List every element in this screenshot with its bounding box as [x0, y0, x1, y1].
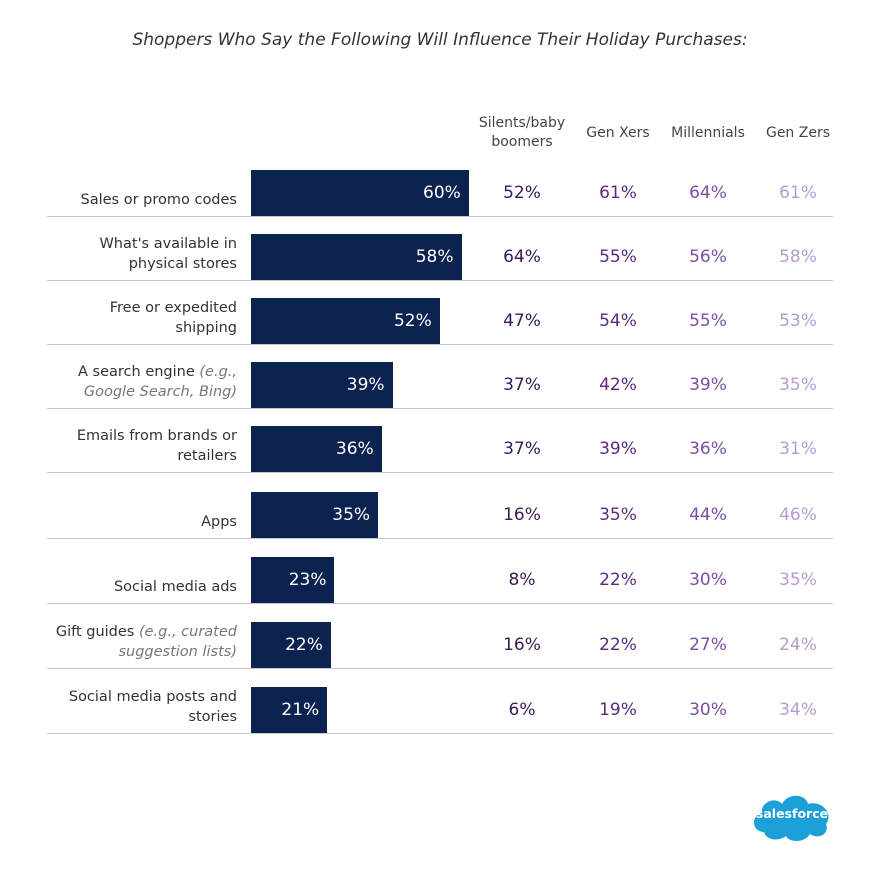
- row-separator: [47, 668, 833, 669]
- row-separator: [47, 280, 833, 281]
- bar: 22%: [251, 622, 331, 668]
- category-text: Free or expedited shipping: [109, 300, 237, 336]
- category-label: Gift guides (e.g., curated suggestion li…: [47, 622, 237, 662]
- bar: 23%: [251, 557, 335, 603]
- bar-value-label: 35%: [332, 505, 371, 525]
- category-text: Emails from brands or retailers: [76, 428, 237, 464]
- category-text: What's available in physical stores: [99, 236, 237, 272]
- bar-value-label: 58%: [415, 247, 454, 267]
- column-header: Silents/baby boomers: [478, 115, 566, 150]
- table-cell: 22%: [599, 570, 637, 590]
- row-separator: [47, 344, 833, 345]
- table-cell: 31%: [779, 439, 817, 459]
- category-text: Apps: [201, 514, 237, 530]
- table-cell: 37%: [503, 375, 541, 395]
- table-cell: 56%: [689, 247, 727, 267]
- category-label: Social media ads: [47, 577, 237, 597]
- row-separator: [47, 733, 833, 734]
- table-cell: 6%: [508, 700, 536, 720]
- row-separator: [47, 216, 833, 217]
- table-cell: 39%: [689, 375, 727, 395]
- table-cell: 39%: [599, 439, 637, 459]
- table-cell: 55%: [689, 311, 727, 331]
- row-separator: [47, 538, 833, 539]
- table-cell: 19%: [599, 700, 637, 720]
- table-cell: 22%: [599, 635, 637, 655]
- bar-value-label: 21%: [281, 700, 320, 720]
- table-cell: 61%: [779, 183, 817, 203]
- table-cell: 46%: [779, 505, 817, 525]
- category-note: (e.g., Google Search, Bing): [83, 364, 237, 400]
- table-cell: 35%: [779, 570, 817, 590]
- bar-value-label: 36%: [335, 439, 374, 459]
- table-cell: 58%: [779, 247, 817, 267]
- table-cell: 52%: [503, 183, 541, 203]
- category-label: Apps: [47, 512, 237, 532]
- table-cell: 64%: [503, 247, 541, 267]
- table-cell: 34%: [779, 700, 817, 720]
- table-cell: 54%: [599, 311, 637, 331]
- bar: 36%: [251, 426, 382, 472]
- bar-value-label: 22%: [285, 635, 323, 655]
- row-separator: [47, 603, 833, 604]
- bar-value-label: 60%: [423, 183, 461, 203]
- table-cell: 8%: [508, 570, 536, 590]
- bar: 58%: [251, 234, 462, 280]
- table-cell: 35%: [599, 505, 637, 525]
- table-cell: 27%: [689, 635, 727, 655]
- table-cell: 55%: [599, 247, 637, 267]
- table-cell: 64%: [689, 183, 727, 203]
- bar-value-label: 39%: [346, 375, 385, 395]
- row-separator: [47, 472, 833, 473]
- column-header: Millennials: [671, 124, 745, 141]
- chart-title: Shoppers Who Say the Following Will Infl…: [132, 30, 748, 50]
- category-text: Social media ads: [113, 579, 237, 595]
- table-cell: 47%: [503, 311, 541, 331]
- column-header: Gen Zers: [765, 124, 831, 141]
- bar: 35%: [251, 492, 379, 538]
- category-label: What's available in physical stores: [47, 234, 237, 274]
- category-text: Gift guides: [55, 624, 135, 640]
- table-cell: 44%: [689, 505, 727, 525]
- table-cell: 16%: [503, 505, 541, 525]
- category-text: Sales or promo codes: [80, 192, 238, 208]
- bar: 60%: [251, 170, 469, 216]
- bar-value-label: 23%: [288, 570, 327, 590]
- table-cell: 36%: [689, 439, 727, 459]
- table-cell: 42%: [599, 375, 637, 395]
- table-cell: 35%: [779, 375, 817, 395]
- category-label: Social media posts and stories: [47, 687, 237, 727]
- bar: 52%: [251, 298, 440, 344]
- table-cell: 30%: [689, 700, 727, 720]
- table-cell: 30%: [689, 570, 727, 590]
- table-cell: 61%: [599, 183, 637, 203]
- category-label: Free or expedited shipping: [47, 298, 237, 338]
- row-separator: [47, 408, 833, 409]
- column-header: Gen Xers: [586, 124, 650, 141]
- bar: 21%: [251, 687, 328, 733]
- table-cell: 16%: [503, 635, 541, 655]
- table-cell: 53%: [779, 311, 817, 331]
- logo: salesforce: [753, 795, 829, 841]
- category-text: Social media posts and stories: [68, 689, 237, 725]
- category-label: Emails from brands or retailers: [47, 426, 237, 466]
- bar-value-label: 52%: [393, 311, 432, 331]
- category-label: A search engine (e.g., Google Search, Bi…: [47, 362, 237, 402]
- table-cell: 37%: [503, 439, 541, 459]
- bar: 39%: [251, 362, 393, 408]
- category-label: Sales or promo codes: [47, 190, 238, 210]
- category-text: A search engine: [78, 364, 195, 380]
- category-note: (e.g., curated suggestion lists): [118, 624, 237, 660]
- table-cell: 24%: [779, 635, 817, 655]
- logo-text: salesforce: [756, 806, 828, 821]
